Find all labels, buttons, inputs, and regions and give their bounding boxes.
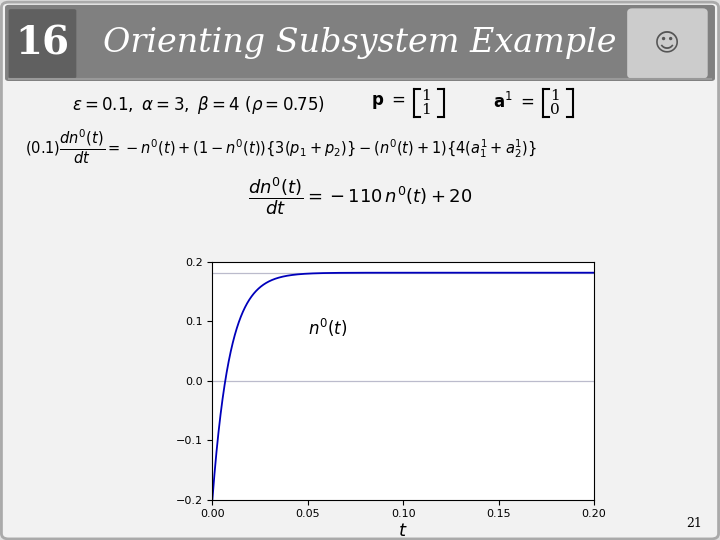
Text: ☺: ☺ <box>654 31 680 55</box>
Text: 1: 1 <box>550 89 560 103</box>
FancyBboxPatch shape <box>5 5 715 81</box>
Text: 0: 0 <box>550 103 560 117</box>
Text: Orienting Subsystem Example: Orienting Subsystem Example <box>103 27 617 59</box>
X-axis label: $t$: $t$ <box>398 522 408 540</box>
FancyBboxPatch shape <box>9 9 76 78</box>
Text: 21: 21 <box>686 517 702 530</box>
Text: $(0.1)\dfrac{dn^0(t)}{dt} = -n^0(t)+(1-n^0(t))\{3(p_1+p_2)\}-(n^0(t)+1)\{4(a_1^1: $(0.1)\dfrac{dn^0(t)}{dt} = -n^0(t)+(1-n… <box>25 128 537 166</box>
Text: $\varepsilon = 0.1,\ \alpha = 3,\ \beta = 4\ (\rho = 0.75)$: $\varepsilon = 0.1,\ \alpha = 3,\ \beta … <box>72 94 325 116</box>
Text: $\mathbf{a}^1\ =$: $\mathbf{a}^1\ =$ <box>493 91 535 112</box>
Text: $\dfrac{dn^0(t)}{dt} = -110\,n^0(t)+20$: $\dfrac{dn^0(t)}{dt} = -110\,n^0(t)+20$ <box>248 175 472 217</box>
Text: 16: 16 <box>15 24 70 62</box>
Text: $n^0(t)$: $n^0(t)$ <box>307 318 347 340</box>
Text: 1: 1 <box>421 89 431 103</box>
FancyBboxPatch shape <box>629 10 706 77</box>
Text: 1: 1 <box>421 103 431 117</box>
Text: $\mathbf{p}\ =$: $\mathbf{p}\ =$ <box>371 92 405 111</box>
